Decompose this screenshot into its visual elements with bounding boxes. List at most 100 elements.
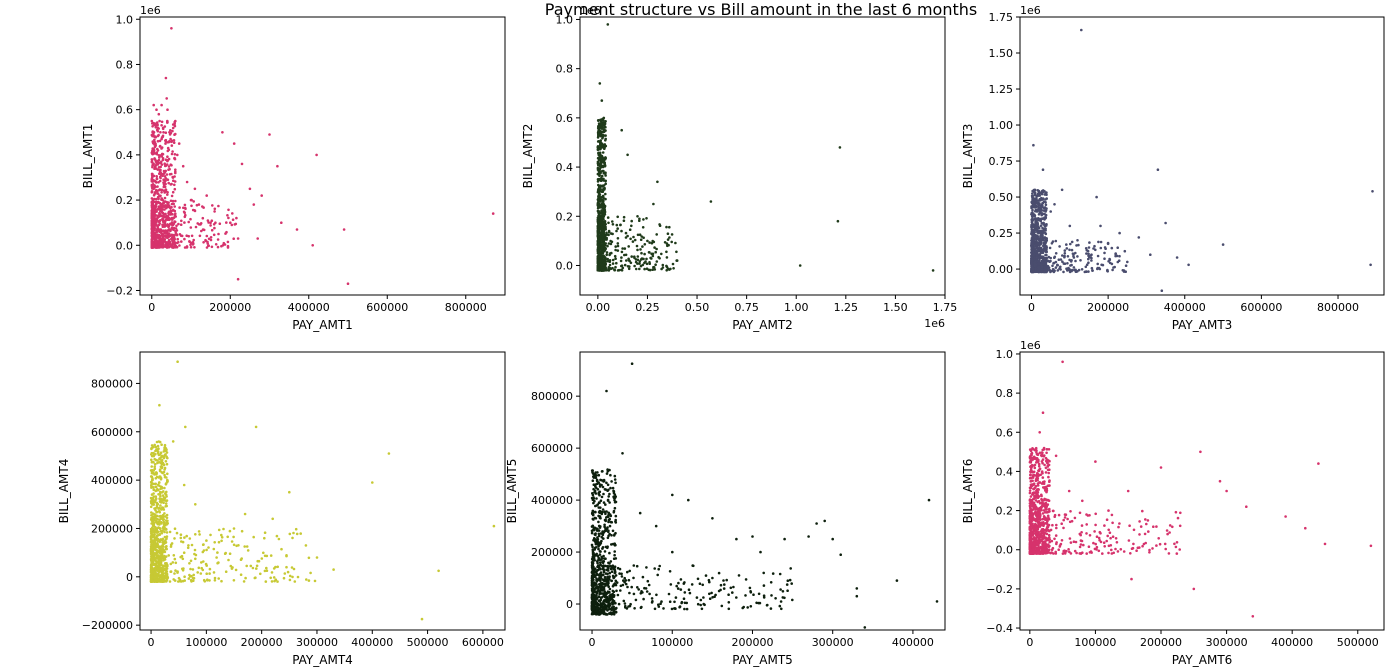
scatter-point bbox=[746, 606, 749, 609]
scatter-point bbox=[616, 244, 620, 248]
scatter-point bbox=[601, 190, 605, 193]
scatter-point bbox=[1114, 254, 1117, 258]
scatter-point bbox=[173, 180, 177, 183]
scatter-point bbox=[1068, 270, 1072, 274]
scatter-point bbox=[153, 463, 157, 466]
scatter-point bbox=[165, 564, 169, 568]
scatter-point bbox=[153, 534, 156, 537]
scatter-point bbox=[152, 524, 156, 528]
scatter-point bbox=[206, 242, 209, 245]
scatter-point bbox=[161, 214, 165, 218]
scatter-point bbox=[256, 237, 260, 240]
scatter-point bbox=[166, 223, 170, 227]
scatter-point bbox=[163, 230, 167, 233]
scatter-point bbox=[153, 191, 157, 195]
scatter-point bbox=[762, 571, 765, 575]
scatter-point bbox=[1069, 260, 1073, 263]
scatter-point bbox=[244, 576, 247, 580]
scatter-point bbox=[616, 227, 619, 230]
scatter-point bbox=[1087, 261, 1090, 265]
scatter-point bbox=[611, 584, 615, 588]
scatter-point bbox=[153, 244, 156, 248]
scatter-point bbox=[789, 567, 792, 570]
scatter-point bbox=[645, 262, 649, 266]
scatter-point bbox=[591, 469, 594, 472]
scatter-point bbox=[597, 501, 601, 504]
scatter-point bbox=[149, 540, 153, 544]
scatter-point bbox=[179, 223, 183, 226]
scatter-point bbox=[163, 222, 167, 225]
scatter-point bbox=[153, 228, 156, 232]
scatter-point bbox=[177, 222, 180, 226]
scatter-point bbox=[180, 240, 183, 243]
scatter-point bbox=[668, 225, 671, 229]
scatter-point bbox=[594, 546, 598, 549]
scatter-point bbox=[165, 495, 168, 498]
scatter-point bbox=[611, 529, 615, 533]
x-offset-label: 1e6 bbox=[924, 317, 945, 330]
scatter-point bbox=[1031, 203, 1035, 207]
scatter-point bbox=[159, 563, 163, 567]
scatter-point bbox=[602, 157, 605, 160]
scatter-point bbox=[598, 490, 601, 494]
scatter-point bbox=[612, 511, 616, 514]
scatter-point bbox=[591, 549, 595, 553]
scatter-point bbox=[608, 263, 612, 267]
scatter-point bbox=[185, 180, 189, 184]
scatter-point bbox=[232, 142, 236, 145]
scatter-point bbox=[208, 572, 211, 575]
scatter-point bbox=[1061, 260, 1064, 264]
scatter-point bbox=[158, 481, 161, 484]
scatter-point bbox=[1041, 251, 1045, 255]
scatter-point bbox=[597, 220, 601, 223]
scatter-point bbox=[614, 521, 618, 524]
scatter-point bbox=[154, 200, 157, 204]
scatter-point bbox=[1030, 200, 1034, 204]
y-tick-label: 0.00 bbox=[989, 263, 1014, 276]
scatter-point bbox=[642, 257, 645, 261]
scatter-point bbox=[162, 185, 166, 189]
y-tick-label: 400000 bbox=[91, 474, 133, 487]
scatter-point bbox=[604, 266, 607, 270]
scatter-point bbox=[595, 608, 598, 612]
scatter-point bbox=[207, 244, 210, 247]
scatter-point bbox=[193, 548, 197, 552]
scatter-point bbox=[675, 259, 679, 262]
scatter-point bbox=[371, 481, 374, 484]
scatter-point bbox=[162, 238, 166, 242]
scatter-point bbox=[222, 527, 225, 531]
subplot-3: 0 200000 400000 600000 8000000.000.250.500.7… bbox=[961, 4, 1385, 332]
scatter-point bbox=[156, 149, 160, 152]
scatter-point bbox=[156, 185, 159, 188]
scatter-point bbox=[779, 588, 782, 591]
scatter-point bbox=[1036, 248, 1040, 252]
scatter-point bbox=[600, 535, 604, 539]
y-tick-label: 0.4 bbox=[556, 161, 574, 174]
scatter-point bbox=[600, 198, 603, 202]
scatter-point bbox=[156, 168, 160, 171]
scatter-point bbox=[156, 580, 160, 583]
scatter-point bbox=[164, 574, 167, 577]
scatter-point bbox=[665, 256, 669, 259]
scatter-point bbox=[1044, 247, 1048, 251]
scatter-point bbox=[604, 179, 607, 183]
scatter-point bbox=[1085, 252, 1088, 255]
scatter-point bbox=[590, 531, 594, 535]
scatter-point bbox=[159, 501, 163, 504]
scatter-point bbox=[217, 577, 220, 580]
scatter-point bbox=[685, 607, 689, 611]
scatter-point bbox=[1072, 266, 1076, 269]
scatter-point bbox=[1041, 268, 1044, 271]
scatter-point bbox=[166, 203, 170, 206]
scatter-point bbox=[162, 501, 165, 505]
scatter-point bbox=[263, 536, 266, 540]
scatter-point bbox=[606, 600, 610, 604]
scatter-point bbox=[156, 123, 159, 127]
scatter-point bbox=[150, 219, 154, 222]
scatter-point bbox=[154, 477, 158, 480]
scatter-point bbox=[237, 544, 240, 547]
scatter-point bbox=[1051, 268, 1055, 271]
scatter-point bbox=[166, 576, 170, 580]
scatter-point bbox=[606, 257, 609, 261]
scatter-point bbox=[161, 211, 164, 215]
